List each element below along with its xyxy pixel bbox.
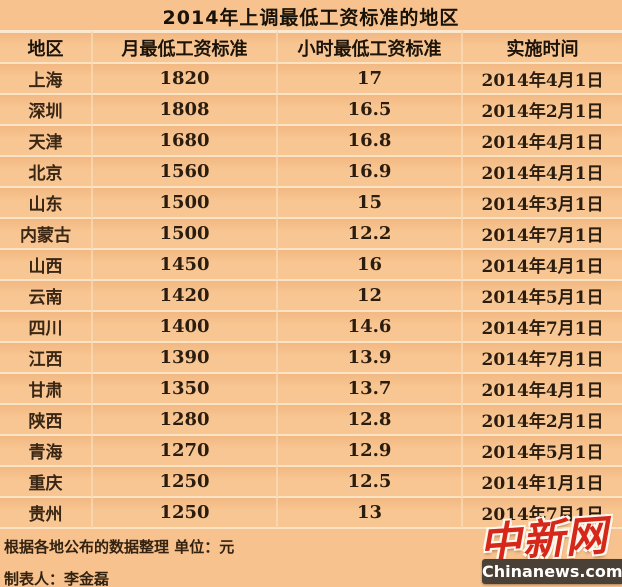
header-row: 地区 月最低工资标准 小时最低工资标准 实施时间 — [0, 30, 622, 64]
monthly-wage-cell: 1420 — [93, 281, 278, 312]
table-row: 山西 1450 16 2014年4月1日 — [0, 250, 622, 281]
table-row: 山东 1500 15 2014年3月1日 — [0, 188, 622, 219]
hourly-wage-cell: 12 — [278, 281, 463, 312]
source-note: 根据各地公布的数据整理 单位：元 — [4, 538, 235, 556]
column-header-monthly-wage: 月最低工资标准 — [93, 30, 278, 64]
hourly-wage-cell: 16.8 — [278, 126, 463, 157]
table-row: 贵州 1250 13 2014年7月1日 — [0, 498, 622, 529]
effective-date-cell: 2014年3月1日 — [463, 188, 622, 219]
hourly-wage-cell: 12.8 — [278, 405, 463, 436]
table-row: 云南 1420 12 2014年5月1日 — [0, 281, 622, 312]
monthly-wage-cell: 1250 — [93, 467, 278, 498]
column-header-hourly-wage: 小时最低工资标准 — [278, 30, 463, 64]
table-row: 重庆 1250 12.5 2014年1月1日 — [0, 467, 622, 498]
effective-date-cell: 2014年5月1日 — [463, 436, 622, 467]
region-cell: 甘肃 — [0, 374, 93, 405]
effective-date-cell: 2014年4月1日 — [463, 250, 622, 281]
table-row: 青海 1270 12.9 2014年5月1日 — [0, 436, 622, 467]
effective-date-cell: 2014年7月1日 — [463, 498, 622, 529]
effective-date-cell: 2014年5月1日 — [463, 281, 622, 312]
region-cell: 深圳 — [0, 95, 93, 126]
author-note: 制表人：李金磊 — [4, 570, 110, 587]
hourly-wage-cell: 13.9 — [278, 343, 463, 374]
hourly-wage-cell: 17 — [278, 64, 463, 95]
chinanews-site-banner: Chinanews.com — [482, 559, 622, 584]
effective-date-cell: 2014年4月1日 — [463, 374, 622, 405]
monthly-wage-cell: 1500 — [93, 188, 278, 219]
table-row: 四川 1400 14.6 2014年7月1日 — [0, 312, 622, 343]
effective-date-cell: 2014年4月1日 — [463, 126, 622, 157]
hourly-wage-cell: 14.6 — [278, 312, 463, 343]
monthly-wage-cell: 1250 — [93, 498, 278, 529]
region-cell: 上海 — [0, 64, 93, 95]
hourly-wage-cell: 16 — [278, 250, 463, 281]
hourly-wage-cell: 16.9 — [278, 157, 463, 188]
monthly-wage-cell: 1280 — [93, 405, 278, 436]
hourly-wage-cell: 16.5 — [278, 95, 463, 126]
wage-table: 地区 月最低工资标准 小时最低工资标准 实施时间 上海 1820 17 2014… — [0, 30, 622, 529]
region-cell: 山东 — [0, 188, 93, 219]
table-row: 江西 1390 13.9 2014年7月1日 — [0, 343, 622, 374]
page-title: 2014年上调最低工资标准的地区 — [162, 7, 460, 29]
table-row: 甘肃 1350 13.7 2014年4月1日 — [0, 374, 622, 405]
effective-date-cell: 2014年7月1日 — [463, 219, 622, 250]
region-cell: 天津 — [0, 126, 93, 157]
region-cell: 陕西 — [0, 405, 93, 436]
hourly-wage-cell: 13.7 — [278, 374, 463, 405]
effective-date-cell: 2014年2月1日 — [463, 95, 622, 126]
chinanews-watermark: 中新网 Chinanews.com — [432, 495, 622, 587]
monthly-wage-cell: 1450 — [93, 250, 278, 281]
region-cell: 内蒙古 — [0, 219, 93, 250]
monthly-wage-cell: 1808 — [93, 95, 278, 126]
monthly-wage-cell: 1400 — [93, 312, 278, 343]
monthly-wage-cell: 1500 — [93, 219, 278, 250]
region-cell: 贵州 — [0, 498, 93, 529]
table-row: 深圳 1808 16.5 2014年2月1日 — [0, 95, 622, 126]
wage-table-body: 上海 1820 17 2014年4月1日 深圳 1808 16.5 2014年2… — [0, 64, 622, 529]
effective-date-cell: 2014年1月1日 — [463, 467, 622, 498]
effective-date-cell: 2014年2月1日 — [463, 405, 622, 436]
monthly-wage-cell: 1680 — [93, 126, 278, 157]
effective-date-cell: 2014年7月1日 — [463, 312, 622, 343]
table-row: 陕西 1280 12.8 2014年2月1日 — [0, 405, 622, 436]
region-cell: 重庆 — [0, 467, 93, 498]
monthly-wage-cell: 1390 — [93, 343, 278, 374]
table-row: 北京 1560 16.9 2014年4月1日 — [0, 157, 622, 188]
region-cell: 山西 — [0, 250, 93, 281]
region-cell: 江西 — [0, 343, 93, 374]
hourly-wage-cell: 13 — [278, 498, 463, 529]
hourly-wage-cell: 12.9 — [278, 436, 463, 467]
table-row: 天津 1680 16.8 2014年4月1日 — [0, 126, 622, 157]
hourly-wage-cell: 15 — [278, 188, 463, 219]
column-header-effective-date: 实施时间 — [463, 30, 622, 64]
effective-date-cell: 2014年4月1日 — [463, 157, 622, 188]
hourly-wage-cell: 12.2 — [278, 219, 463, 250]
effective-date-cell: 2014年4月1日 — [463, 64, 622, 95]
hourly-wage-cell: 12.5 — [278, 467, 463, 498]
region-cell: 四川 — [0, 312, 93, 343]
monthly-wage-cell: 1350 — [93, 374, 278, 405]
table-row: 内蒙古 1500 12.2 2014年7月1日 — [0, 219, 622, 250]
monthly-wage-cell: 1820 — [93, 64, 278, 95]
effective-date-cell: 2014年7月1日 — [463, 343, 622, 374]
monthly-wage-cell: 1270 — [93, 436, 278, 467]
region-cell: 青海 — [0, 436, 93, 467]
region-cell: 云南 — [0, 281, 93, 312]
region-cell: 北京 — [0, 157, 93, 188]
monthly-wage-cell: 1560 — [93, 157, 278, 188]
column-header-region: 地区 — [0, 30, 93, 64]
table-row: 上海 1820 17 2014年4月1日 — [0, 64, 622, 95]
